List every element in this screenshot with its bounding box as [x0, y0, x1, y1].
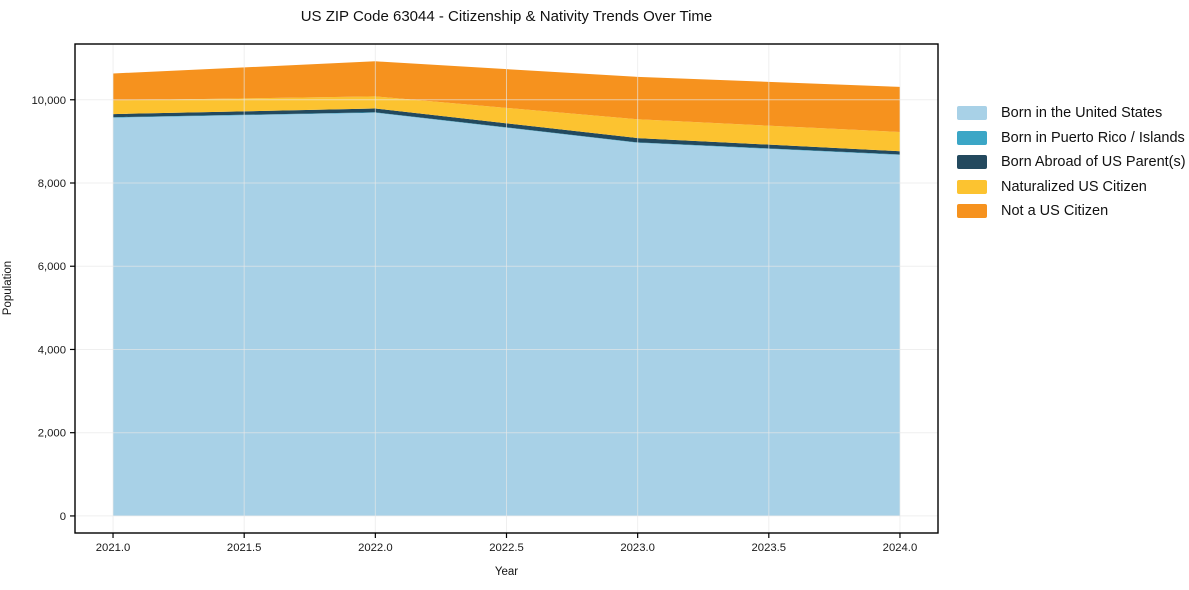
legend-item: Born Abroad of US Parent(s) — [957, 154, 1186, 171]
legend-label: Not a US Citizen — [1001, 203, 1109, 220]
legend-item: Born in Puerto Rico / Islands — [957, 129, 1186, 146]
x-tick-label: 2022.0 — [358, 542, 393, 554]
legend-swatch-born-in-us — [957, 106, 987, 121]
y-tick-label: 6,000 — [38, 261, 66, 273]
legend: Born in the United States Born in Puerto… — [957, 105, 1186, 220]
x-tick-label: 2023.5 — [752, 542, 787, 554]
legend-label: Born Abroad of US Parent(s) — [1001, 154, 1186, 171]
x-tick-label: 2023.0 — [620, 542, 655, 554]
legend-swatch-born-in-puerto-rico — [957, 130, 987, 145]
area-series-2 — [113, 108, 900, 155]
x-tick-label: 2021.5 — [227, 542, 262, 554]
x-tick-label: 2024.0 — [883, 542, 918, 554]
y-tick-label: 0 — [60, 511, 66, 523]
legend-swatch-born-abroad — [957, 155, 987, 170]
legend-item: Naturalized US Citizen — [957, 178, 1186, 195]
legend-item: Not a US Citizen — [957, 203, 1186, 220]
legend-label: Born in Puerto Rico / Islands — [1001, 129, 1185, 146]
area-series-3 — [113, 96, 900, 152]
y-tick-label: 4,000 — [38, 344, 66, 356]
x-tick-label: 2022.5 — [489, 542, 524, 554]
x-tick-label: 2021.0 — [96, 542, 131, 554]
legend-label: Naturalized US Citizen — [1001, 178, 1147, 195]
legend-swatch-naturalized — [957, 179, 987, 194]
legend-item: Born in the United States — [957, 105, 1186, 122]
legend-swatch-not-citizen — [957, 204, 987, 219]
chart-title: US ZIP Code 63044 - Citizenship & Nativi… — [300, 8, 713, 25]
y-tick-label: 8,000 — [38, 178, 66, 190]
legend-label: Born in the United States — [1001, 105, 1163, 122]
x-axis-label: Year — [494, 566, 519, 578]
y-tick-label: 10,000 — [31, 95, 66, 107]
y-tick-label: 2,000 — [38, 428, 66, 440]
y-axis-label: Population — [2, 260, 14, 316]
